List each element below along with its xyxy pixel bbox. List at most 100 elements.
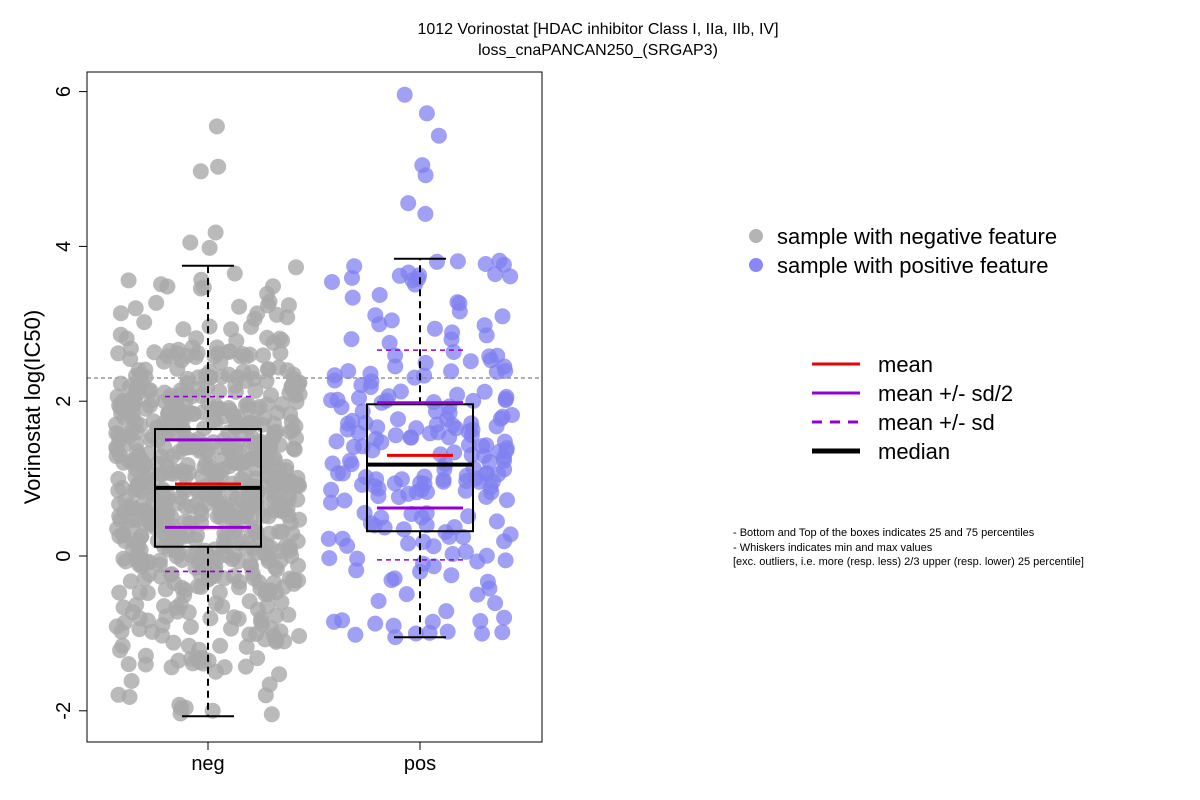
pos-point xyxy=(472,613,489,629)
legend-points: sample with negative feature sample with … xyxy=(749,224,1057,278)
neg-point xyxy=(120,656,137,673)
pos-point xyxy=(444,324,461,341)
pos-point xyxy=(362,365,379,382)
pos-point xyxy=(418,105,435,122)
neg-point xyxy=(217,536,234,553)
pos-point xyxy=(336,492,353,509)
neg-point xyxy=(123,500,140,517)
neg-point xyxy=(280,297,297,314)
neg-point xyxy=(116,614,133,631)
neg-point xyxy=(163,659,180,676)
pos-point xyxy=(484,473,501,490)
pos-point xyxy=(398,586,415,603)
pos-point xyxy=(362,379,379,395)
x-tick-label: neg xyxy=(191,753,224,775)
neg-point xyxy=(127,300,144,317)
pos-point xyxy=(334,612,351,629)
pos-point xyxy=(328,433,345,450)
neg-point xyxy=(251,399,268,415)
chart-title-line-1: 1012 Vorinostat [HDAC inhibitor Class I,… xyxy=(417,21,778,38)
neg-point xyxy=(290,572,307,589)
neg-point xyxy=(255,507,272,524)
pos-point xyxy=(344,269,360,286)
neg-point xyxy=(279,309,296,326)
pos-point xyxy=(476,383,493,400)
neg-point xyxy=(280,606,297,623)
neg-point xyxy=(179,370,196,387)
pos-point xyxy=(504,407,520,423)
neg-point xyxy=(291,374,308,391)
neg-point xyxy=(111,584,128,601)
neg-point xyxy=(187,531,204,548)
pos-point xyxy=(417,167,434,184)
pos-point xyxy=(496,452,512,469)
pos-box xyxy=(366,403,474,533)
neg-point xyxy=(230,553,247,570)
legend-point-marker xyxy=(749,258,763,272)
notes: - Bottom and Top of the boxes indicates … xyxy=(733,527,1084,568)
pos-point xyxy=(498,440,515,457)
neg-point xyxy=(266,574,283,591)
pos-point xyxy=(329,391,346,408)
neg-point xyxy=(224,509,241,526)
pos-point xyxy=(457,543,474,560)
pos-point xyxy=(460,423,477,440)
axis-layer: -2 0 2 4 6 neg pos xyxy=(53,86,436,775)
neg-point xyxy=(211,383,228,400)
pos-point xyxy=(324,455,341,472)
pos-point xyxy=(346,438,362,455)
neg-point xyxy=(225,568,242,585)
neg-point xyxy=(136,314,153,331)
neg-point xyxy=(263,706,280,723)
pos-point xyxy=(496,609,513,626)
box-layer xyxy=(154,257,474,718)
pos-point xyxy=(494,308,511,325)
neg-point xyxy=(241,626,258,643)
pos-point xyxy=(387,347,404,364)
neg-point xyxy=(238,348,254,365)
neg-point xyxy=(201,368,218,385)
neg-point xyxy=(208,118,225,135)
pos-point xyxy=(371,287,388,303)
note-line-1: - Bottom and Top of the boxes indicates … xyxy=(733,527,1035,539)
neg-point xyxy=(223,321,240,338)
pos-point xyxy=(373,434,390,451)
neg-point xyxy=(243,318,259,335)
note-line-3: [exc. outliers, i.e. more (resp. less) 2… xyxy=(733,556,1084,568)
legend-point-marker xyxy=(749,229,763,243)
pos-point xyxy=(378,392,395,409)
note-line-2: - Whiskers indicates min and max values xyxy=(733,542,933,554)
pos-point xyxy=(497,552,514,569)
pos-point xyxy=(334,530,351,547)
neg-point xyxy=(163,566,180,583)
pos-point xyxy=(396,86,413,103)
neg-point xyxy=(287,418,304,435)
pos-point xyxy=(403,506,420,522)
y-tick-label: 2 xyxy=(53,396,75,407)
pos-point xyxy=(424,613,441,630)
pos-point xyxy=(387,427,404,444)
pos-point xyxy=(427,403,444,420)
chart-title: 1012 Vorinostat [HDAC inhibitor Class I,… xyxy=(417,21,778,59)
neg-point xyxy=(181,464,198,481)
neg-point xyxy=(108,416,124,433)
pos-point xyxy=(390,489,407,505)
neg-point xyxy=(151,556,168,573)
neg-point xyxy=(170,544,187,560)
neg-point xyxy=(112,305,129,322)
pos-point xyxy=(417,354,434,371)
neg-point xyxy=(156,384,173,401)
chart-title-line-2: loss_cnaPANCAN250_(SRGAP3) xyxy=(478,42,718,59)
neg-point xyxy=(280,490,297,507)
pos-point xyxy=(392,383,409,400)
pos-point xyxy=(487,595,504,612)
pos-point xyxy=(339,421,356,438)
pos-point xyxy=(426,320,443,337)
neg-point xyxy=(124,454,141,471)
neg-point xyxy=(231,455,248,472)
neg-point xyxy=(231,298,248,315)
pos-point xyxy=(443,567,460,584)
neg-point xyxy=(168,406,185,423)
neg-point xyxy=(153,448,169,465)
neg-point xyxy=(255,347,272,364)
